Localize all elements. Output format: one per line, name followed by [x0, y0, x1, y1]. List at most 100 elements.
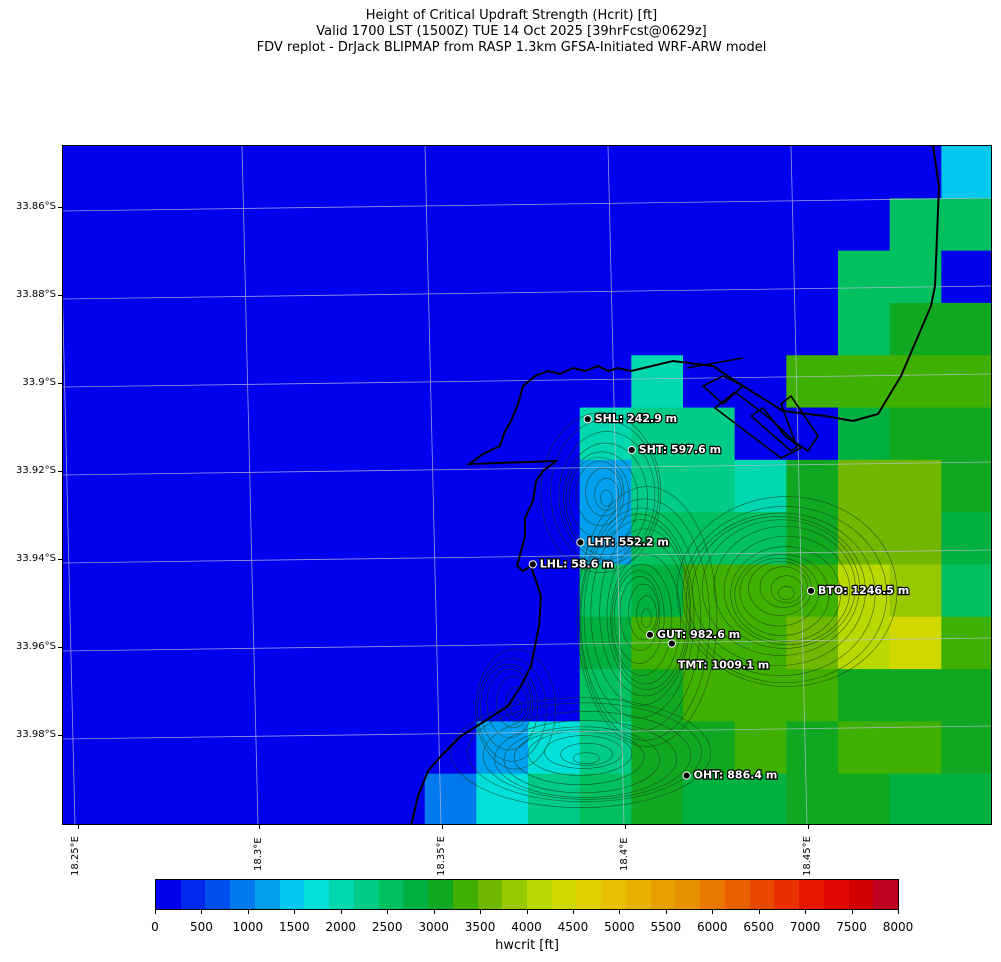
hcrit-cell: [941, 198, 991, 252]
hcrit-cell: [528, 616, 581, 670]
hcrit-cell: [838, 250, 891, 304]
hcrit-cell: [321, 407, 374, 461]
colorbar-tick-mark: [340, 910, 342, 914]
hcrit-cell: [528, 773, 581, 824]
latitude-gridline: [63, 637, 991, 652]
colorbar-segment: [353, 880, 380, 909]
site-marker-lhl[interactable]: [528, 560, 537, 569]
terrain-contour: [590, 519, 692, 706]
colorbar-tick-mark: [665, 910, 667, 914]
hcrit-cell: [373, 407, 426, 461]
hcrit-cell: [63, 616, 116, 670]
map-panel[interactable]: SHL: 242.9 m SHT: 597.6 m LHT: 552.2 m LHL:…: [62, 145, 992, 825]
terrain-contour: [486, 668, 534, 738]
hcrit-cell: [838, 512, 891, 566]
hcrit-cell: [734, 198, 787, 252]
hcrit-cell: [631, 250, 684, 304]
lon-tick-label: 18.45°E: [802, 836, 813, 876]
site-marker-lht[interactable]: [576, 538, 585, 547]
hcrit-cell: [631, 355, 684, 409]
colorbar-tick-mark: [758, 910, 760, 914]
hcrit-cell: [941, 669, 991, 722]
hcrit-cell: [424, 564, 477, 618]
terrain-contour: [676, 496, 898, 687]
hcrit-map[interactable]: SHL: 242.9 m SHT: 597.6 m LHT: 552.2 m LHL:…: [63, 146, 992, 825]
hcrit-cell: [166, 669, 219, 722]
hcrit-cell: [786, 773, 839, 824]
lat-tick-label: 33.9°S: [22, 377, 56, 388]
lat-tick-mark: [58, 559, 62, 560]
hcrit-cell: [631, 773, 684, 824]
site-marker-tmt[interactable]: [667, 639, 677, 648]
hcrit-cell: [528, 302, 581, 356]
site-marker-oht[interactable]: [682, 771, 691, 780]
hcrit-cell: [579, 250, 632, 304]
hcrit-cell: [838, 355, 891, 409]
hcrit-cell: [838, 616, 891, 670]
hcrit-cell: [579, 564, 632, 618]
hcrit-cell: [476, 773, 529, 824]
colorbar-tick-mark: [619, 910, 621, 914]
hcrit-cell: [476, 407, 529, 461]
terrain-contour: [713, 525, 856, 649]
hcrit-cell: [941, 146, 991, 199]
colorbar-segment: [601, 880, 627, 909]
title-line-1: Height of Critical Updraft Strength (Hcr…: [365, 8, 658, 23]
terrain-contour: [682, 506, 888, 684]
site-marker-sht[interactable]: [627, 445, 636, 455]
hcrit-cell: [114, 616, 167, 670]
colorbar-title: hwcrit [ft]: [495, 938, 559, 953]
lat-lon-gridlines: [63, 146, 991, 824]
hcrit-cell: [734, 355, 787, 409]
terrain-contour: [619, 575, 661, 651]
hcrit-cell: [373, 146, 426, 199]
site-marker-bto[interactable]: [806, 586, 816, 595]
hcrit-cell: [218, 355, 271, 409]
hcrit-cell: [63, 250, 116, 304]
hcrit-cell: [218, 512, 271, 566]
site-marker-gut[interactable]: [645, 630, 655, 639]
hcrit-cell: [269, 355, 322, 409]
terrain-contour: [558, 431, 656, 560]
lat-tick-label: 33.86°S: [16, 201, 56, 212]
colorbar-tick-label: 5000: [604, 920, 635, 934]
hcrit-cell: [63, 721, 116, 775]
hcrit-cell: [941, 407, 991, 461]
harbour-breakwaters: [686, 357, 819, 459]
lat-tick-mark: [58, 383, 62, 384]
hcrit-cell: [838, 721, 891, 775]
hcrit-cell: [631, 564, 684, 618]
latitude-gridline: [63, 461, 991, 476]
terrain-contour: [477, 658, 547, 762]
colorbar-segment: [873, 880, 899, 909]
terrain-contour: [599, 528, 690, 697]
hcrit-cell: [786, 355, 839, 409]
colorbar-segment: [428, 880, 454, 909]
colorbar-tick-mark: [201, 910, 203, 914]
colorbar-tick-label: 3500: [464, 920, 496, 934]
hcrit-cell: [683, 459, 736, 513]
lat-tick-mark: [58, 295, 62, 296]
colorbar-tick-mark: [572, 910, 574, 914]
terrain-contour: [759, 566, 808, 608]
colorbar-segment: [254, 880, 281, 909]
colorbar-segment: [452, 880, 479, 909]
hcrit-cell: [63, 669, 116, 722]
hcrit-cell: [114, 459, 167, 513]
terrain-contour: [583, 513, 695, 719]
site-marker-shl[interactable]: [583, 415, 592, 424]
hcrit-cell: [476, 616, 529, 670]
hcrit-cell: [218, 459, 271, 513]
hcrit-cell: [218, 407, 271, 461]
hcrit-cell: [218, 146, 271, 199]
hcrit-cell: [786, 512, 839, 566]
hcrit-cell: [373, 669, 426, 722]
hcrit-cell: [786, 459, 839, 513]
hcrit-cell: [63, 407, 116, 461]
hcrit-cell: [63, 773, 116, 824]
title-line-2: Valid 1700 LST (1500Z) TUE 14 Oct 2025 […: [316, 24, 707, 39]
terrain-contour: [628, 583, 659, 641]
hcrit-cell: [579, 198, 632, 252]
hcrit-cell: [166, 512, 219, 566]
colorbar-segment: [724, 880, 751, 909]
